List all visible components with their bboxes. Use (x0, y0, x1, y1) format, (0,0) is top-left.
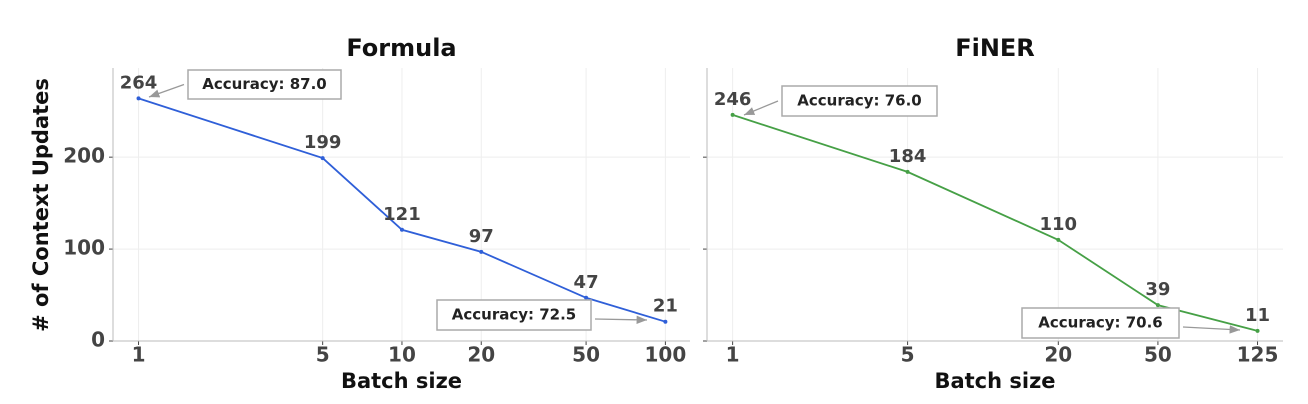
point (479, 249, 484, 254)
annotation-box (781, 85, 938, 117)
annotation: Accuracy: 72.5 (452, 306, 577, 324)
data-label: 246 (714, 89, 752, 110)
point (1155, 303, 1160, 308)
y-tick-label: 200 (63, 144, 105, 168)
x-tick-label: 50 (1144, 343, 1172, 367)
x-tick-label: 100 (645, 343, 687, 367)
data-label: 39 (1145, 279, 1170, 300)
annotation-arrow (743, 100, 779, 116)
data-label: 47 (574, 272, 599, 293)
x-axis-label: Batch size (934, 369, 1055, 393)
annotation-box (436, 299, 592, 331)
chart-title: FiNER (955, 34, 1035, 62)
x-tick-label: 1 (132, 343, 146, 367)
point (399, 227, 404, 232)
data-label: 21 (653, 296, 678, 317)
x-tick-label: 5 (316, 343, 330, 367)
point (663, 319, 668, 324)
x-tick-label: 5 (901, 343, 915, 367)
annotation: Accuracy: 87.0 (202, 75, 327, 93)
annotation-box (1021, 307, 1180, 339)
y-tick-label: 0 (91, 328, 105, 352)
line (732, 114, 1258, 332)
annotation: Accuracy: 76.0 (797, 92, 922, 110)
data-label: 199 (304, 132, 342, 153)
annotation-arrow (1182, 325, 1241, 334)
line (138, 97, 666, 323)
point (584, 295, 589, 300)
x-axis-label: Batch size (341, 369, 462, 393)
point (1056, 237, 1061, 242)
y-axis-label: # of Context Updates (29, 78, 53, 332)
point (730, 112, 735, 117)
x-tick-label: 20 (467, 343, 495, 367)
annotation-box (187, 69, 342, 100)
annotation-arrow (148, 83, 185, 98)
x-tick-label: 50 (572, 343, 600, 367)
annotation: Accuracy: 70.6 (1038, 314, 1163, 332)
data-label: 264 (120, 72, 158, 93)
data-label: 97 (469, 226, 494, 247)
data-label: 184 (889, 146, 927, 167)
y-tick-label: 100 (63, 236, 105, 260)
annotation-arrow (594, 315, 648, 324)
data-label: 121 (383, 204, 421, 225)
x-tick-label: 125 (1237, 343, 1279, 367)
x-tick-label: 20 (1044, 343, 1072, 367)
point (136, 96, 141, 101)
data-label: 11 (1245, 305, 1270, 326)
x-tick-label: 10 (388, 343, 416, 367)
point (1255, 328, 1260, 333)
point (320, 156, 325, 161)
chart-title: Formula (346, 34, 456, 62)
point (905, 169, 910, 174)
data-label: 110 (1040, 214, 1078, 235)
x-tick-label: 1 (726, 343, 740, 367)
